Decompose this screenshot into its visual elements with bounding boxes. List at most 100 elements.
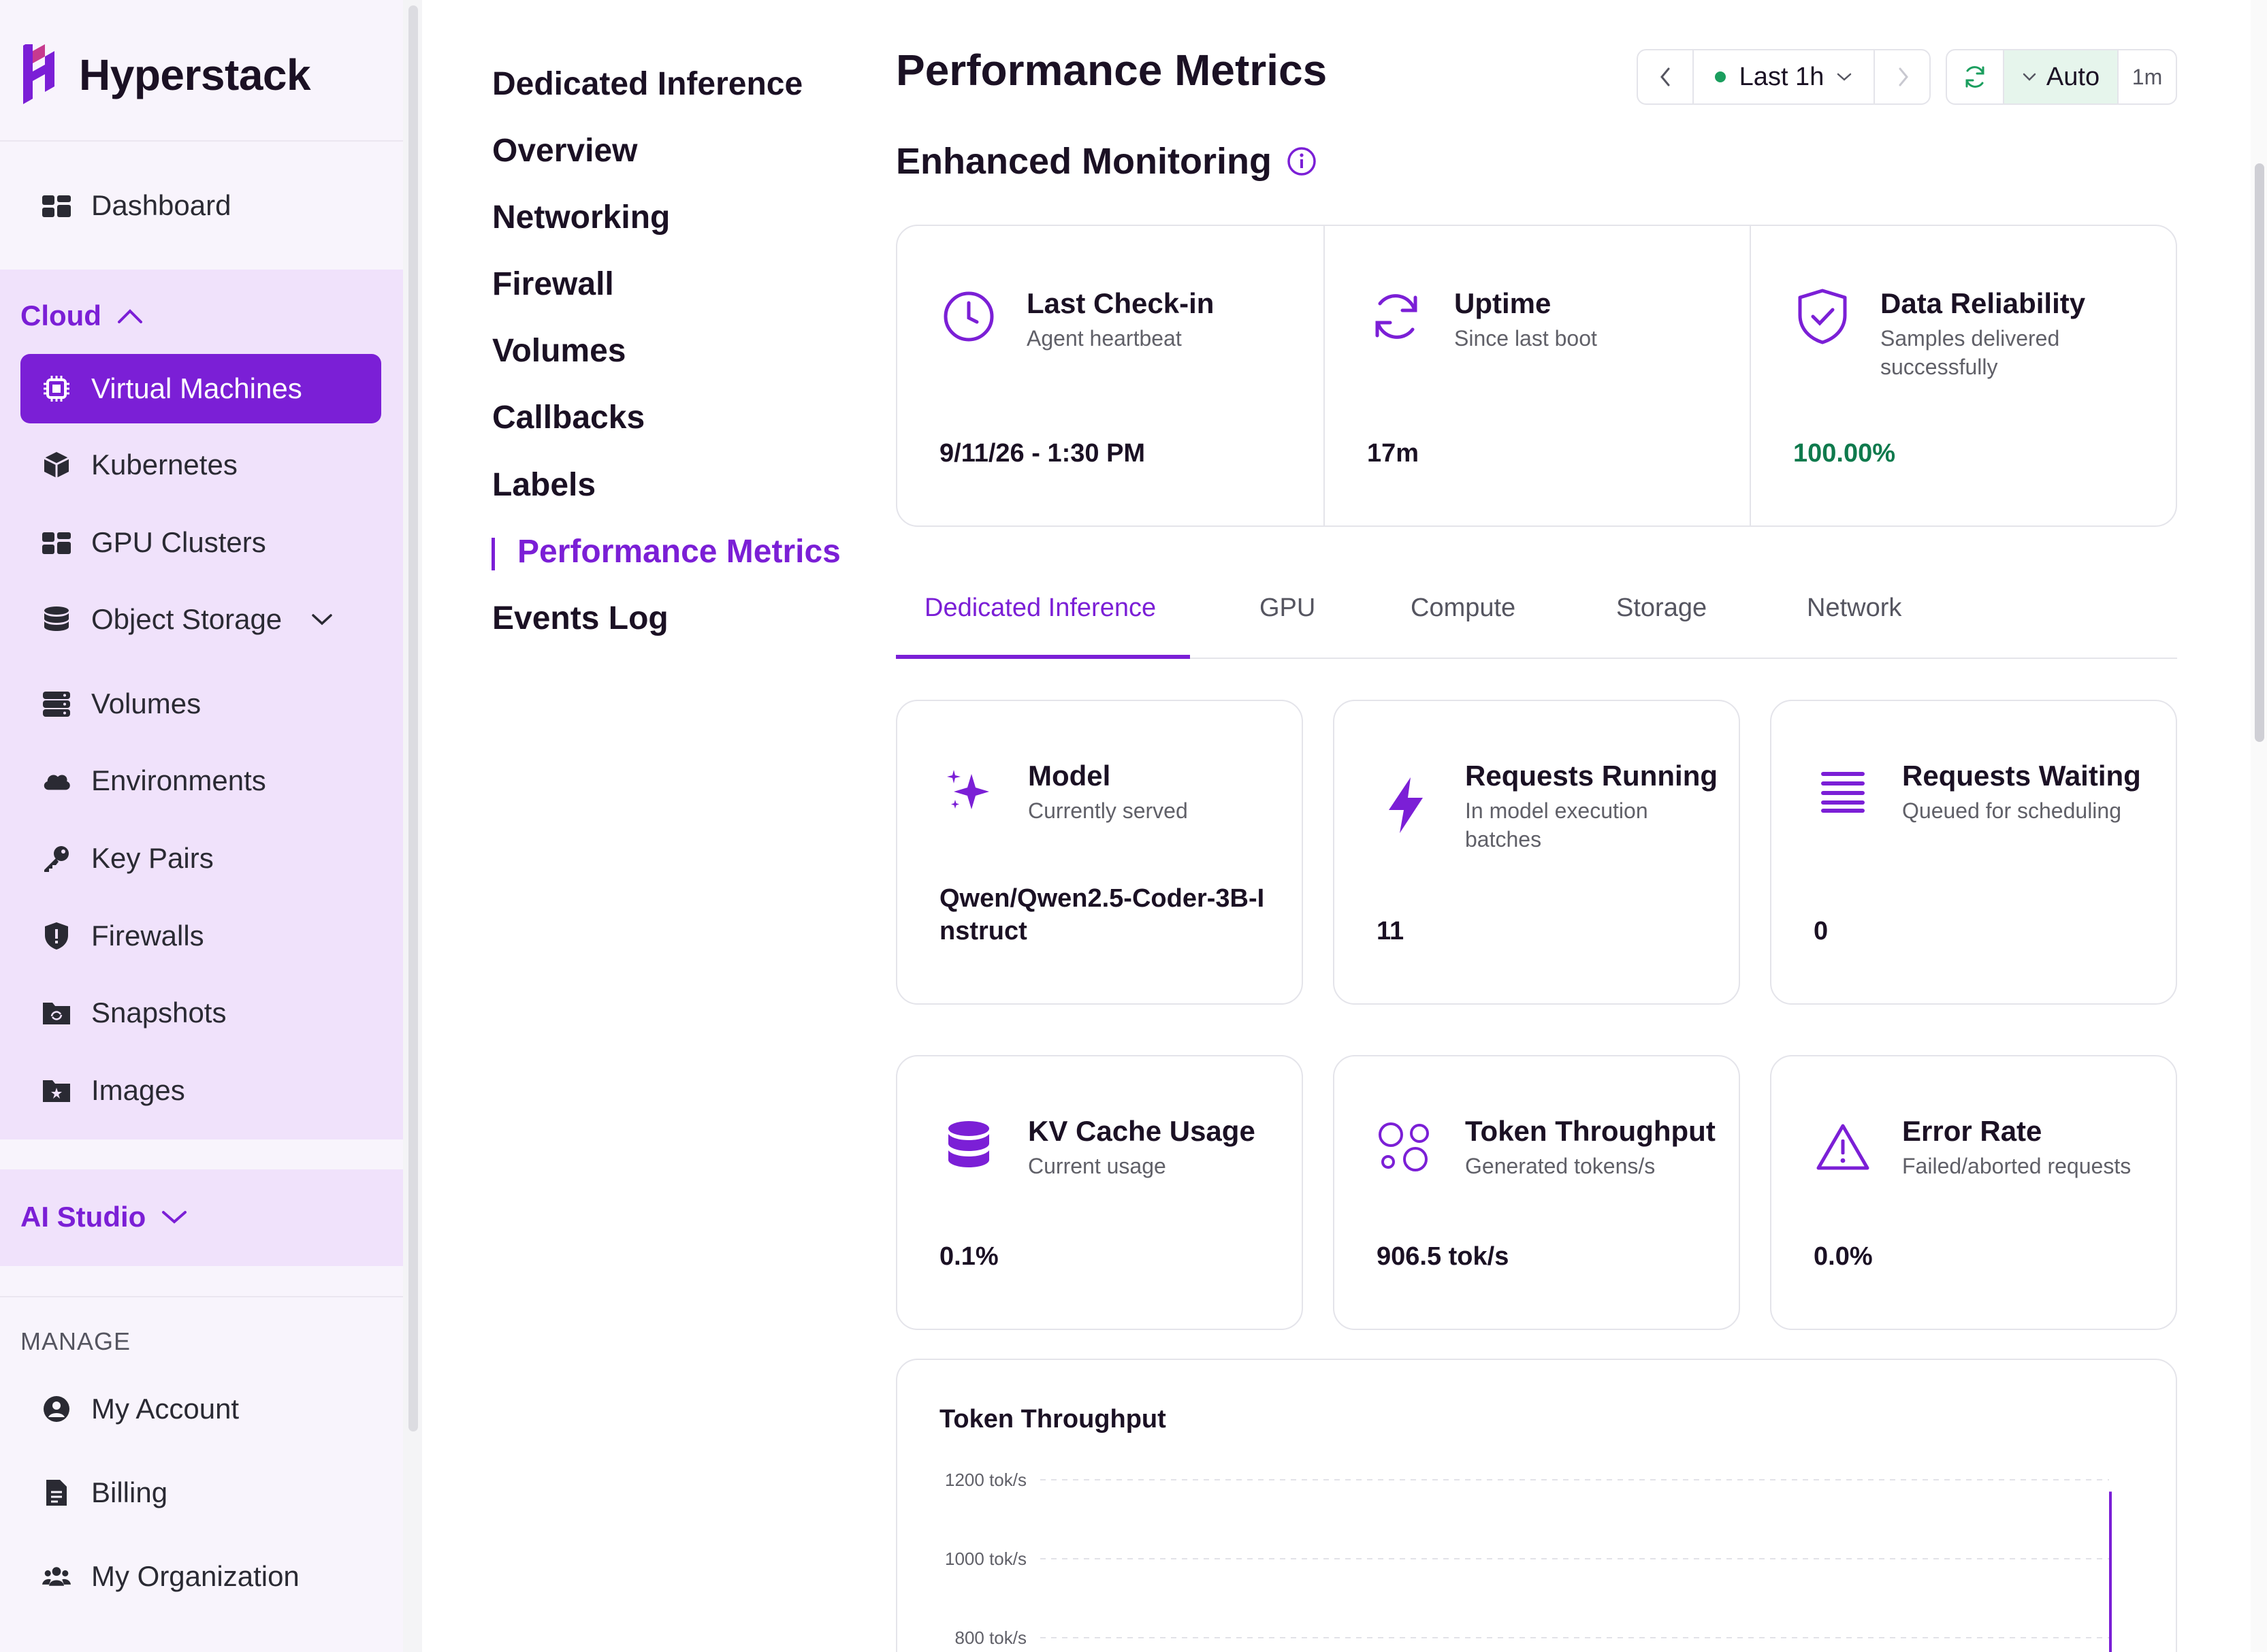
requests-running-card: Requests Running In model execution batc… (1333, 700, 1740, 1005)
file-icon (42, 1478, 71, 1507)
manage-heading: MANAGE (20, 1327, 131, 1355)
sidebar-item-billing[interactable]: Billing (20, 1461, 381, 1524)
y-tick-label: 1200 tok/s (945, 1470, 1027, 1490)
next-range-button[interactable] (1876, 50, 1931, 103)
sidebar-item-gpu-clusters[interactable]: GPU Clusters (20, 511, 381, 574)
chevron-down-icon (1837, 73, 1852, 81)
sidebar-item-label: Key Pairs (91, 842, 214, 874)
tab-compute[interactable]: Compute (1411, 594, 1516, 622)
subnav-volumes[interactable]: Volumes (492, 333, 626, 369)
sidebar-scrollbar[interactable] (408, 5, 418, 1431)
auto-refresh-control: Auto 1m (1946, 49, 2177, 105)
time-range-control: Last 1h (1637, 49, 1931, 105)
prev-range-button[interactable] (1638, 50, 1694, 103)
hard-drive-icon (42, 690, 71, 718)
sidebar-item-label: GPU Clusters (91, 526, 266, 558)
stat-value: 100.00% (1793, 439, 1896, 468)
subnav-overview[interactable]: Overview (492, 133, 638, 169)
sidebar-item-my-organization[interactable]: My Organization (20, 1545, 381, 1608)
sidebar-item-object-storage[interactable]: Object Storage (20, 588, 381, 651)
sidebar-item-label: My Account (91, 1393, 240, 1425)
sidebar-item-label: Firewalls (91, 920, 204, 952)
sidebar-item-snapshots[interactable]: Snapshots (20, 982, 381, 1044)
sidebar-item-images[interactable]: Images (20, 1059, 381, 1122)
page-scrollbar[interactable] (2255, 163, 2264, 742)
metric-title: Requests Running (1465, 760, 1718, 792)
sidebar-item-volumes[interactable]: Volumes (20, 673, 381, 735)
sidebar-item-firewalls[interactable]: Firewalls (20, 905, 381, 967)
brand-name: Hyperstack (79, 50, 311, 99)
subnav-performance-metrics[interactable]: Performance Metrics (517, 534, 841, 570)
metrics-tabs: Dedicated Inference GPU Compute Storage … (896, 579, 2177, 659)
info-icon[interactable] (1287, 146, 1317, 176)
refresh-button[interactable] (1947, 50, 2004, 103)
tab-gpu[interactable]: GPU (1259, 594, 1316, 622)
metric-subtitle: Currently served (1028, 798, 1188, 823)
card-divider (1323, 226, 1325, 525)
chevron-down-icon (162, 1211, 187, 1224)
subnav-callbacks[interactable]: Callbacks (492, 400, 645, 436)
sidebar-item-label: Environments (91, 764, 266, 796)
list-icon (1814, 762, 1872, 821)
subnav-dedicated-inference[interactable]: Dedicated Inference (492, 66, 803, 102)
metric-title: Token Throughput (1465, 1115, 1716, 1147)
metric-value: 0 (1814, 917, 1829, 945)
tab-dedicated-inference[interactable]: Dedicated Inference (925, 594, 1157, 622)
sidebar-item-label: Virtual Machines (91, 372, 302, 404)
chevron-down-icon (2023, 73, 2036, 81)
status-dot (1714, 71, 1726, 82)
folder-star-icon (42, 1076, 71, 1105)
circles-icon (1377, 1118, 1435, 1176)
alert-triangle-icon (1814, 1118, 1872, 1176)
grid-icon (42, 528, 71, 557)
sidebar-item-label: My Organization (91, 1560, 300, 1592)
sidebar-item-kubernetes[interactable]: Kubernetes (20, 434, 381, 496)
tab-storage[interactable]: Storage (1616, 594, 1707, 622)
last-checkin-stat: Last Check-in Agent heartbeat 9/11/26 - … (897, 226, 1323, 528)
auto-refresh-select[interactable]: Auto (2004, 50, 2119, 103)
ai-studio-group (0, 1169, 403, 1266)
refresh-icon (1367, 287, 1426, 346)
monitoring-card: Last Check-in Agent heartbeat 9/11/26 - … (896, 225, 2177, 527)
stat-title: Data Reliability (1880, 287, 2086, 319)
metric-value: 0.1% (939, 1242, 999, 1271)
subnav-events-log[interactable]: Events Log (492, 600, 669, 636)
requests-waiting-card: Requests Waiting Queued for scheduling 0 (1770, 700, 2177, 1005)
chevron-left-icon (1660, 67, 1670, 86)
token-throughput-card: Token Throughput Generated tokens/s 906.… (1333, 1055, 1740, 1330)
key-icon (42, 844, 71, 873)
metric-subtitle: Queued for scheduling (1902, 798, 2121, 823)
sidebar-item-label: Images (91, 1074, 185, 1106)
time-range-select[interactable]: Last 1h (1694, 50, 1875, 103)
sidebar-item-key-pairs[interactable]: Key Pairs (20, 827, 381, 890)
metric-title: Requests Waiting (1902, 760, 2141, 792)
sidebar-item-environments[interactable]: Environments (20, 749, 381, 812)
metric-value: Qwen/Qwen2.5-Coder-3B-Instruct (939, 884, 1265, 945)
sidebar-item-label: Dashboard (91, 189, 231, 221)
tab-network[interactable]: Network (1807, 594, 1902, 622)
subnav-networking[interactable]: Networking (492, 199, 671, 236)
bolt-icon (1377, 776, 1435, 835)
stat-value: 9/11/26 - 1:30 PM (939, 439, 1146, 468)
sidebar-item-my-account[interactable]: My Account (20, 1378, 381, 1440)
shield-check-icon (1793, 287, 1852, 346)
user-circle-icon (42, 1395, 71, 1423)
users-icon (42, 1562, 71, 1591)
sidebar-item-dashboard[interactable]: Dashboard (20, 174, 381, 237)
subnav-labels[interactable]: Labels (492, 467, 596, 503)
chevron-down-icon (312, 614, 332, 626)
chevron-up-icon (117, 309, 142, 323)
stat-title: Last Check-in (1027, 287, 1215, 319)
ai-studio-section-toggle[interactable]: AI Studio (20, 1201, 188, 1233)
refresh-interval[interactable]: 1m (2132, 64, 2163, 89)
y-tick-label: 800 tok/s (954, 1627, 1027, 1648)
token-throughput-chart: 1200 tok/s 1000 tok/s 800 tok/s (945, 1470, 2112, 1652)
cloud-section-toggle[interactable]: Cloud (20, 299, 144, 332)
subnav-firewall[interactable]: Firewall (492, 266, 614, 302)
sidebar-item-virtual-machines[interactable]: Virtual Machines (20, 354, 381, 423)
stat-subtitle: Agent heartbeat (1027, 326, 1182, 351)
sidebar-item-label: Kubernetes (91, 449, 238, 481)
sidebar: Hyperstack Dashboard Cloud Virtual Machi… (0, 0, 403, 1652)
brand[interactable]: Hyperstack (19, 41, 311, 109)
error-rate-card: Error Rate Failed/aborted requests 0.0% (1770, 1055, 2177, 1330)
